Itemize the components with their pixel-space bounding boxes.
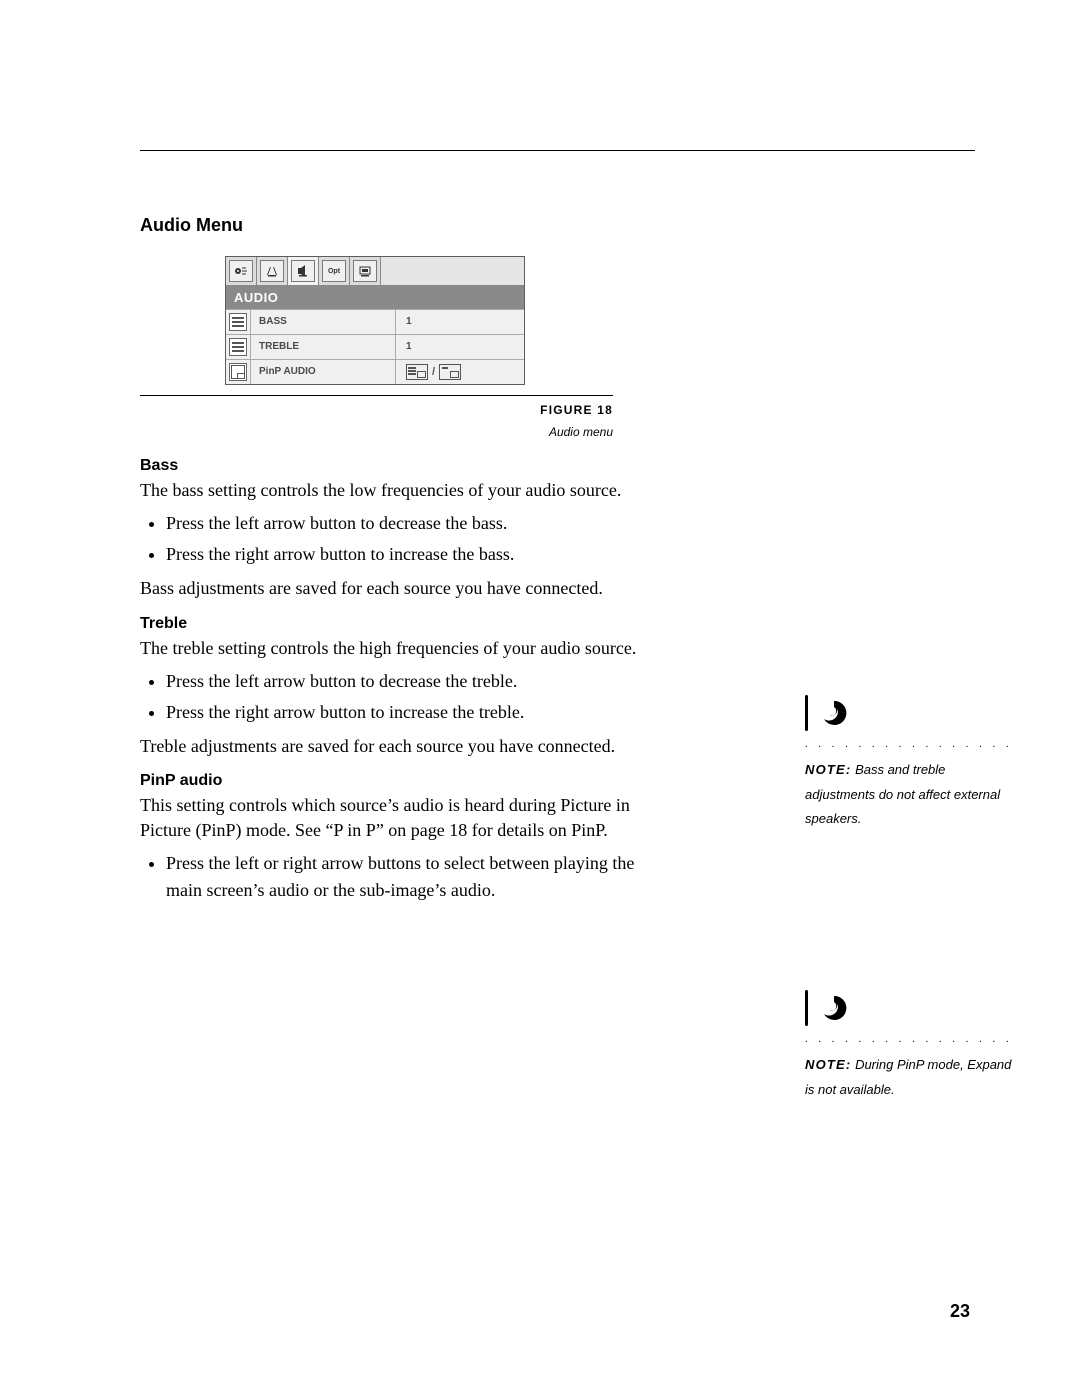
osd-row-icon-cell (226, 360, 251, 384)
page-number: 23 (950, 1301, 970, 1322)
pinp-intro: This setting controls which source’s aud… (140, 793, 650, 842)
content-area: Audio Menu (140, 215, 975, 912)
pinp-heading: PinP audio (140, 772, 650, 790)
note-text: NOTE: Bass and treble adjustments do not… (805, 758, 1015, 832)
fact-icon (353, 260, 377, 282)
bass-eq-icon (229, 313, 247, 331)
osd-row-icon-cell (226, 335, 251, 359)
note-label: NOTE: (805, 1057, 851, 1072)
note-icon (805, 988, 1015, 1028)
note-dots: . . . . . . . . . . . . . . . . . . . . … (805, 1030, 1015, 1049)
figure-label-block: FIGURE 18 Audio menu (140, 400, 613, 443)
monitor-icon (358, 264, 372, 278)
osd-row-pinp: PinP AUDIO / (226, 359, 524, 384)
av-icon (260, 260, 284, 282)
osd-row-value: / (396, 360, 524, 384)
bass-intro: The bass setting controls the low freque… (140, 478, 650, 502)
note-dots: . . . . . . . . . . . . . . . . . . . . … (805, 735, 1015, 754)
section-title: Audio Menu (140, 215, 975, 236)
list-item: Press the right arrow button to increase… (166, 699, 650, 726)
eq-bars (232, 341, 244, 353)
treble-outro: Treble adjustments are saved for each so… (140, 734, 650, 758)
osd-tab-spacer (381, 257, 524, 285)
main-column: Bass The bass setting controls the low f… (140, 457, 650, 904)
treble-intro: The treble setting controls the high fre… (140, 636, 650, 660)
bass-heading: Bass (140, 457, 650, 475)
bass-bullets: Press the left arrow button to decrease … (140, 510, 650, 568)
treble-bullets: Press the left arrow button to decrease … (140, 668, 650, 726)
treble-heading: Treble (140, 615, 650, 633)
osd-row-label: BASS (251, 310, 396, 334)
pinp-sub-icon (439, 364, 461, 380)
osd-tab-fact (350, 257, 381, 285)
speaker-icon (296, 264, 310, 278)
av-glyph-icon (265, 264, 279, 278)
note-label: NOTE: (805, 762, 851, 777)
note-icon (805, 693, 1015, 733)
osd-row-treble: TREBLE 1 (226, 334, 524, 359)
margin-note-bass-treble: . . . . . . . . . . . . . . . . . . . . … (805, 693, 1015, 832)
page: Audio Menu (0, 0, 1080, 1397)
osd-row-label: PinP AUDIO (251, 360, 396, 384)
list-item: Press the left or right arrow buttons to… (166, 850, 650, 904)
osd-header: AUDIO (226, 286, 524, 309)
list-item: Press the right arrow button to increase… (166, 541, 650, 568)
osd-row-value: 1 (396, 335, 524, 359)
eq-bars (232, 316, 244, 328)
brightness-icon (229, 260, 253, 282)
pinp-row-icon (229, 363, 247, 381)
figure-rule (140, 395, 613, 396)
note-swirl-icon (818, 992, 850, 1024)
osd-row-icon-cell (226, 310, 251, 334)
note-bar-icon (805, 990, 808, 1026)
pinp-slash: / (432, 360, 435, 384)
note-bar-icon (805, 695, 808, 731)
osd-row-value: 1 (396, 310, 524, 334)
osd-tab-audio (288, 257, 319, 285)
top-rule (140, 150, 975, 151)
osd-menu: Opt AUDIO (225, 256, 525, 385)
list-item: Press the left arrow button to decrease … (166, 668, 650, 695)
osd-tab-brightness (226, 257, 257, 285)
pinp-bullets: Press the left or right arrow buttons to… (140, 850, 650, 904)
treble-eq-icon (229, 338, 247, 356)
osd-tab-av (257, 257, 288, 285)
osd-tab-opt: Opt (319, 257, 350, 285)
sun-icon (234, 264, 248, 278)
opt-label: Opt (328, 268, 340, 275)
note-swirl-icon (818, 697, 850, 729)
bass-outro: Bass adjustments are saved for each sour… (140, 576, 650, 600)
audio-icon (291, 260, 315, 282)
figure-caption: Audio menu (549, 425, 613, 439)
figure-number: FIGURE 18 (540, 403, 613, 417)
osd-row-bass: BASS 1 (226, 309, 524, 334)
pinp-main-icon (406, 364, 428, 380)
opt-icon: Opt (322, 260, 346, 282)
margin-note-pinp: . . . . . . . . . . . . . . . . . . . . … (805, 988, 1015, 1102)
pinp-value-icons: / (406, 360, 461, 384)
osd-tabs: Opt (226, 257, 524, 286)
list-item: Press the left arrow button to decrease … (166, 510, 650, 537)
osd-row-label: TREBLE (251, 335, 396, 359)
note-text: NOTE: During PinP mode, Expand is not av… (805, 1053, 1015, 1102)
